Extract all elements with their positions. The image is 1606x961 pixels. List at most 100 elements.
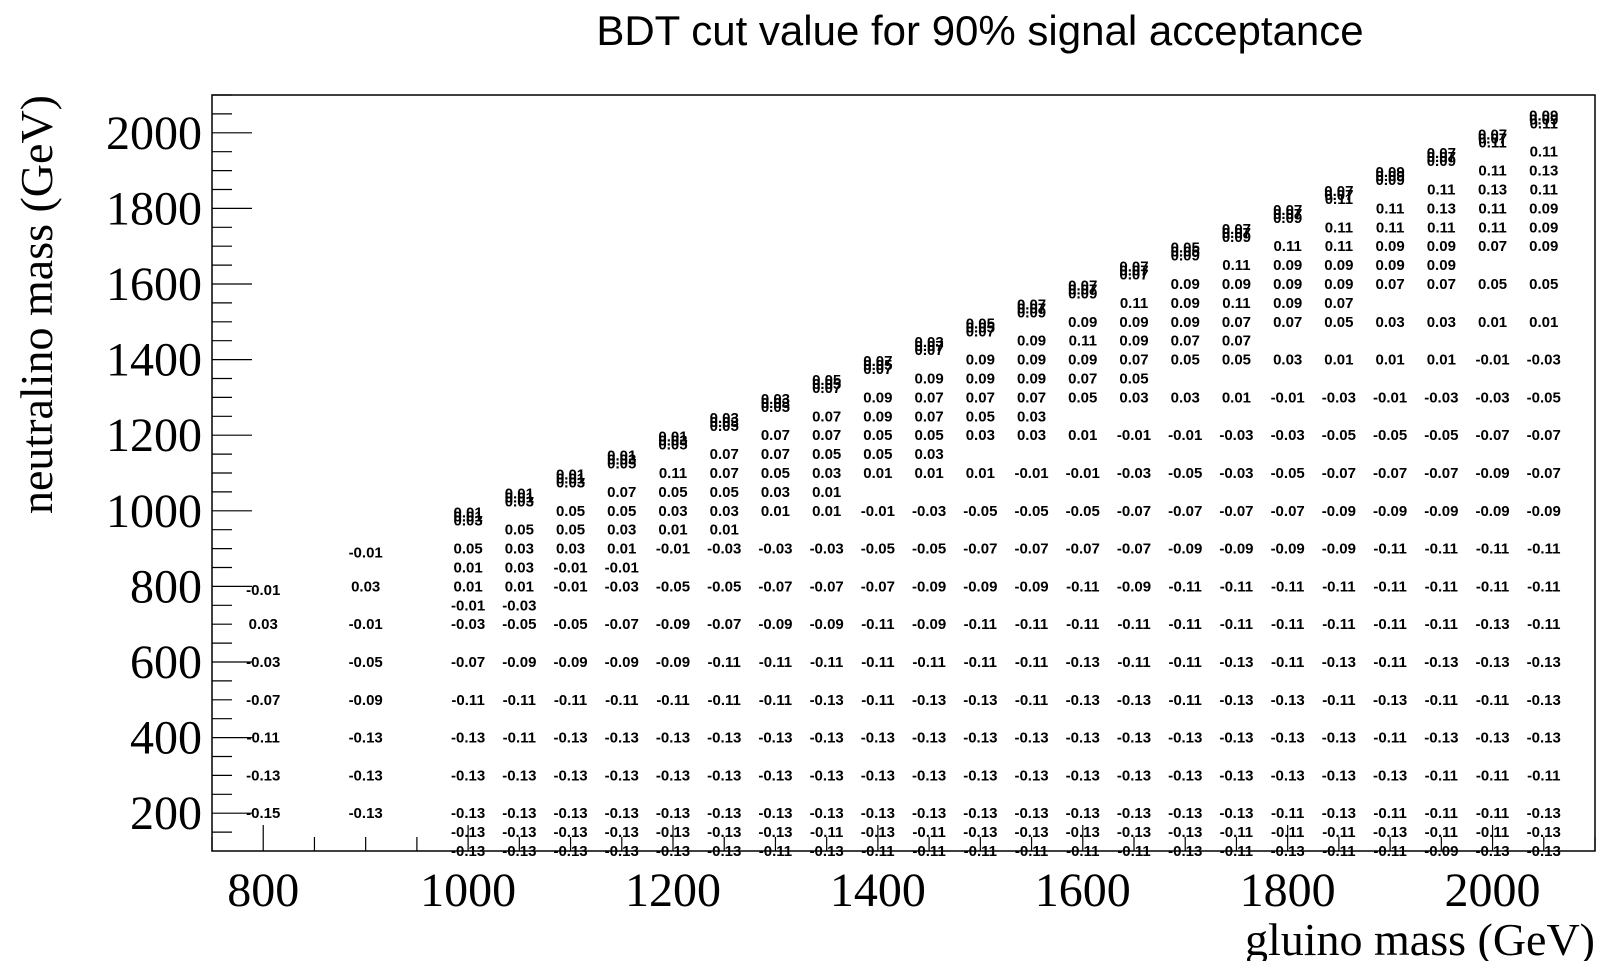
cell-value: 0.09 — [1324, 276, 1353, 293]
cell-value: -0.05 — [1014, 503, 1048, 520]
cell-value: -0.13 — [707, 843, 741, 860]
cell-value: 0.01 — [812, 503, 841, 520]
cell-value-overlap: 0.07 — [1273, 206, 1302, 223]
cell-value: -0.13 — [1322, 767, 1356, 784]
cell-value: 0.05 — [863, 427, 892, 444]
cell-value: -0.11 — [1220, 578, 1253, 595]
cell-value: -0.03 — [246, 654, 280, 671]
cell-value-overlap: 0.05 — [966, 319, 995, 336]
cell-values: -0.15 -0.13 -0.13 -0.13 -0.13 -0.13 -0.13 -0.13… — [246, 107, 1561, 860]
cell-value: -0.09 — [1373, 503, 1407, 520]
cell-value: 0.11 — [1325, 238, 1353, 255]
cell-value: -0.09 — [758, 616, 792, 633]
cell-value-overlap: 0.09 — [1376, 164, 1405, 181]
chart-title: BDT cut value for 90% signal acceptance — [596, 7, 1363, 54]
cell-value: -0.13 — [656, 824, 690, 841]
cell-value: -0.13 — [605, 843, 639, 860]
cell-value: 0.05 — [1529, 276, 1558, 293]
cell-value-overlap: 0.09 — [1171, 248, 1200, 265]
cell-value: 0.05 — [607, 503, 636, 520]
cell-value: -0.11 — [1169, 616, 1202, 633]
cell-value: 0.05 — [1068, 389, 1097, 406]
cell-value: -0.13 — [1475, 730, 1509, 747]
cell-value: 0.03 — [1427, 314, 1456, 331]
cell-value: -0.11 — [1425, 692, 1458, 709]
cell-value: -0.13 — [246, 767, 280, 784]
cell-value: 0.09 — [1119, 333, 1148, 350]
cell-value: -0.05 — [963, 503, 997, 520]
cell-value-overlap: 0.01 — [505, 485, 534, 502]
cell-value: -0.11 — [605, 692, 638, 709]
cell-value: 0.01 — [1324, 352, 1353, 369]
cell-value: -0.11 — [1271, 654, 1304, 671]
cell-value: -0.11 — [1425, 616, 1458, 633]
cell-value: -0.13 — [656, 805, 690, 822]
cell-value: 0.07 — [1222, 333, 1251, 350]
cell-value: 0.01 — [812, 484, 841, 501]
cell-value: 0.09 — [1119, 314, 1148, 331]
cell-value: -0.13 — [1373, 824, 1407, 841]
cell-value: 0.05 — [863, 446, 892, 463]
cell-value: -0.13 — [758, 730, 792, 747]
cell-value: -0.13 — [1014, 730, 1048, 747]
cell-value: -0.11 — [1220, 824, 1253, 841]
cell-value: -0.01 — [656, 541, 690, 558]
cell-value: -0.05 — [502, 616, 536, 633]
cell-value: 0.09 — [1222, 276, 1251, 293]
cell-value: 0.09 — [1171, 276, 1200, 293]
cell-value: 0.05 — [556, 522, 585, 539]
cell-value: -0.05 — [1066, 503, 1100, 520]
cell-value: -0.11 — [451, 692, 484, 709]
cell-value-overlap: 0.07 — [1119, 267, 1148, 284]
cell-value: 0.09 — [1529, 238, 1558, 255]
cell-value-overlap: 0.05 — [607, 456, 636, 473]
cell-value: -0.03 — [605, 578, 639, 595]
cell-value: -0.07 — [605, 616, 639, 633]
cell-value: 0.01 — [863, 465, 892, 482]
cell-value-overlap: 0.07 — [1478, 126, 1507, 143]
cell-value: -0.13 — [1322, 805, 1356, 822]
cell-value: -0.11 — [1425, 578, 1458, 595]
cell-value: -0.05 — [1373, 427, 1407, 444]
cell-value: -0.13 — [605, 824, 639, 841]
cell-value: -0.11 — [1169, 654, 1202, 671]
cell-value: -0.13 — [656, 730, 690, 747]
cell-value: -0.13 — [861, 824, 895, 841]
cell-value-overlap: 0.07 — [1273, 202, 1302, 219]
cell-value-overlap: 0.07 — [1017, 300, 1046, 317]
cell-value: 0.05 — [505, 522, 534, 539]
cell-value-overlap: 0.07 — [1068, 277, 1097, 294]
cell-value: 0.09 — [1017, 371, 1046, 388]
cell-value-overlap: 0.05 — [1171, 244, 1200, 261]
cell-value: -0.07 — [1271, 503, 1305, 520]
cell-value: 0.05 — [1222, 352, 1251, 369]
cell-value: 0.09 — [966, 371, 995, 388]
cell-value: -0.11 — [912, 824, 945, 841]
cell-value: 0.03 — [1119, 389, 1148, 406]
cell-value-overlap: 0.03 — [607, 452, 636, 469]
cell-value: -0.11 — [247, 730, 280, 747]
cell-value: -0.11 — [1476, 692, 1509, 709]
cell-value-overlap: 0.09 — [1068, 285, 1097, 302]
cell-value: -0.07 — [1066, 541, 1100, 558]
cell-value: 0.01 — [658, 522, 687, 539]
cell-value: -0.13 — [1014, 767, 1048, 784]
cell-value-overlap: 0.07 — [1068, 281, 1097, 298]
cell-value: 0.09 — [1068, 352, 1097, 369]
cell-value-overlap: 0.03 — [454, 512, 483, 529]
cell-value: -0.11 — [1373, 541, 1406, 558]
cell-value-overlap: 0.01 — [556, 466, 585, 483]
cell-value: -0.09 — [1219, 541, 1253, 558]
cell-value: -0.11 — [1527, 767, 1560, 784]
cell-value: -0.13 — [1475, 616, 1509, 633]
cell-value: -0.11 — [964, 654, 997, 671]
cell-value: -0.07 — [758, 578, 792, 595]
cell-value: 0.03 — [761, 484, 790, 501]
cell-value: -0.13 — [656, 767, 690, 784]
cell-value: 0.03 — [505, 560, 534, 577]
cell-value: -0.07 — [451, 654, 485, 671]
cell-value-overlap: 0.03 — [710, 410, 739, 427]
cell-value: 0.03 — [966, 427, 995, 444]
cell-value: 0.11 — [1325, 219, 1353, 236]
cell-value: -0.11 — [1425, 541, 1458, 558]
